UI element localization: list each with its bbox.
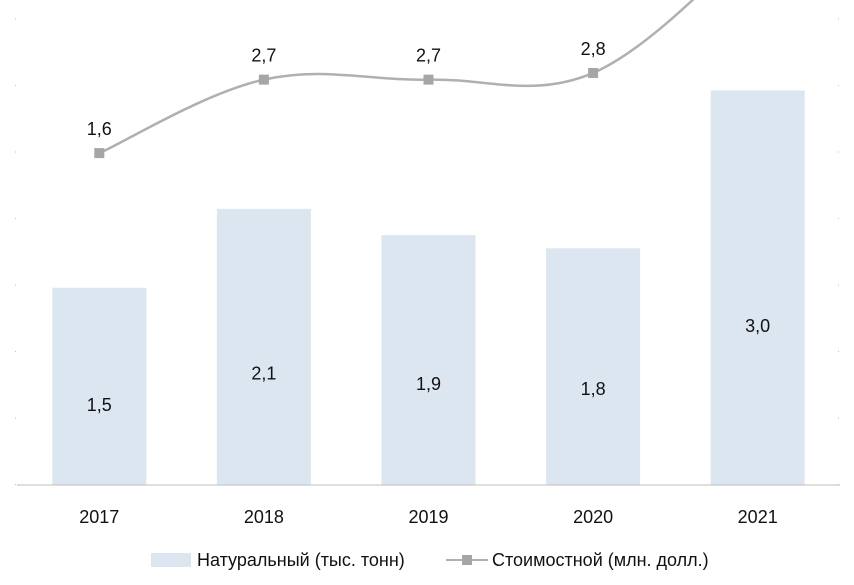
x-axis-tick-labels: 2017 2018 2019 2020 2021 [79,507,777,527]
x-tick-2020: 2020 [573,507,613,527]
line-data-labels: 1,62,72,72,84,8 [87,39,606,139]
line-point-2019 [423,74,434,85]
bar-2019 [381,235,476,485]
line-label-2017: 1,6 [87,119,112,139]
bar-data-labels: 1,5 2,1 1,9 1,8 3,0 [87,316,770,415]
y-tick-right [838,351,839,352]
x-tick-2019: 2019 [408,507,448,527]
bar-label-2018: 2,1 [251,363,276,383]
bar-2018 [216,208,311,485]
y-tick-left [15,484,16,485]
legend-line-label: Стоимостной (млн. долл.) [492,549,709,570]
y-tick-left [15,18,16,20]
legend: Натуральный (тыс. тонн) Стоимостной (млн… [0,540,854,580]
line-point-2020 [588,67,599,78]
y-axis-ticks [15,18,839,485]
legend-bar-swatch [151,553,191,567]
legend-bar-label: Натуральный (тыс. тонн) [197,549,405,570]
y-tick-right [838,218,839,219]
bar-series [52,90,805,485]
line-point-2018 [258,74,269,85]
legend-item-line: Стоимостной (млн. долл.) [446,540,709,580]
y-tick-right [838,284,839,286]
line-series [94,0,695,159]
y-tick-right [838,18,839,20]
legend-line-swatch [446,553,488,567]
bar-label-2019: 1,9 [416,374,441,394]
combo-chart: 1,5 2,1 1,9 1,8 3,0 2017 2018 2019 2020 2021 1,6… [15,0,840,527]
x-tick-2017: 2017 [79,507,119,527]
line-label-2019: 2,7 [416,46,441,66]
line-label-2018: 2,7 [251,46,276,66]
y-tick-left [15,85,16,86]
bar-label-2021: 3,0 [745,316,770,336]
x-tick-2021: 2021 [738,507,778,527]
line-point-2017 [94,148,105,159]
bar-label-2017: 1,5 [87,395,112,415]
bar-2017 [52,287,147,485]
y-tick-left [15,151,16,153]
y-tick-left [15,351,16,352]
y-tick-right [838,151,839,153]
y-tick-right [838,417,839,419]
y-tick-left [15,417,16,419]
bar-2021 [710,90,805,485]
line-label-2020: 2,8 [581,39,606,59]
bar-2020 [546,248,641,485]
bar-label-2020: 1,8 [581,379,606,399]
x-tick-2018: 2018 [244,507,284,527]
y-tick-right [838,85,839,86]
y-tick-left [15,284,16,286]
y-tick-left [15,218,16,219]
legend-item-bar: Натуральный (тыс. тонн) [151,540,405,580]
